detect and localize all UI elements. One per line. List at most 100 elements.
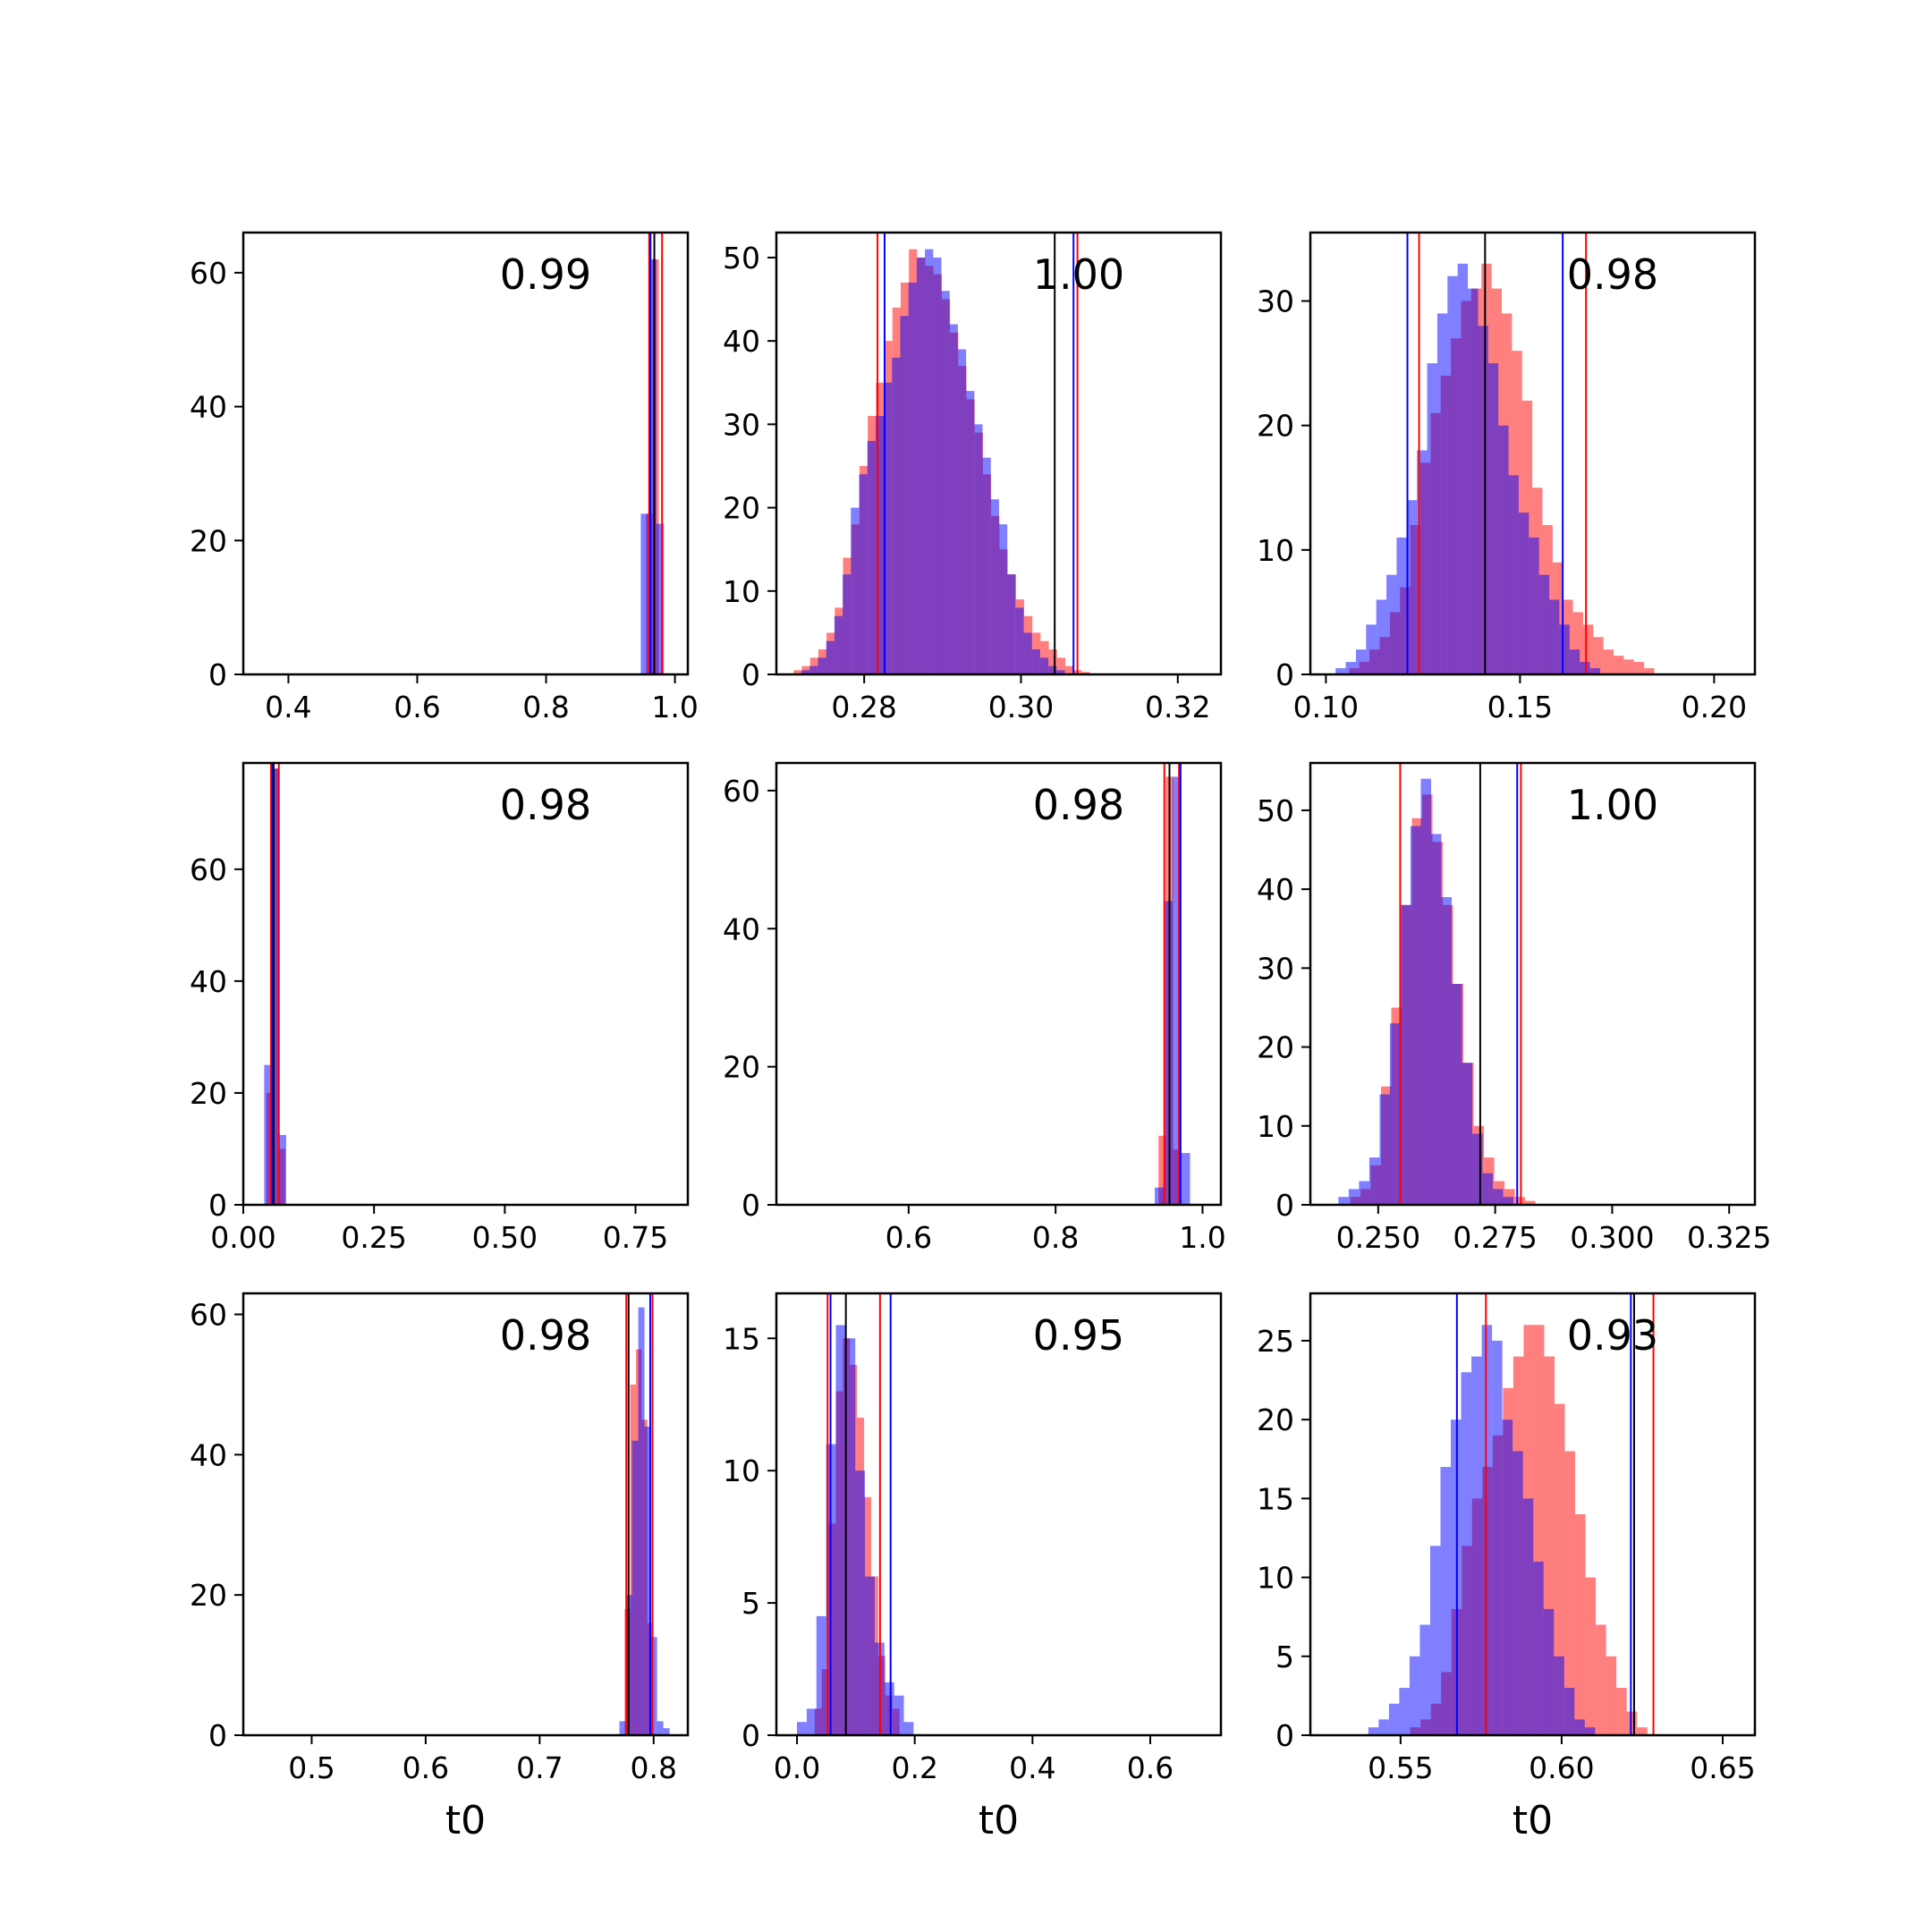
y-tick-label: 10 [1257, 1109, 1294, 1144]
blue-histogram-bar [1048, 665, 1057, 674]
y-tick-label: 60 [723, 774, 760, 809]
axes-frame [775, 761, 1223, 1207]
axes-frame [775, 1292, 1223, 1737]
blue-histogram-bar [990, 499, 999, 674]
panel-annotation: 0.99 [500, 250, 591, 299]
blue-histogram-bar [1388, 1703, 1400, 1735]
plot-area [1338, 763, 1536, 1205]
y-tick-label: 40 [190, 390, 227, 425]
blue-histogram-bar [1430, 834, 1442, 1205]
blue-histogram-bar [843, 574, 852, 674]
panel-8: 0.0 0.2 0.4 0.6 0 5 10 15 0.95 t0 [723, 1292, 1223, 1843]
x-tick-label: 0.0 [774, 1750, 820, 1785]
blue-histogram-bar [1580, 662, 1590, 674]
panel-annotation: 0.95 [1033, 1311, 1124, 1360]
blue-histogram-bar [1522, 1498, 1534, 1735]
x-tick-label: 0.65 [1690, 1750, 1755, 1785]
y-tick-label: 0 [741, 1718, 760, 1753]
blue-histogram-bar [1427, 363, 1437, 674]
red-histogram-bar [1596, 1624, 1606, 1735]
y-tick-label: 40 [190, 1437, 227, 1472]
blue-histogram-bar [1429, 1546, 1441, 1735]
panel-annotation: 0.98 [1033, 781, 1124, 829]
blue-histogram-bar [619, 1721, 626, 1735]
blue-histogram-bar [1440, 1467, 1452, 1735]
blue-histogram-bar [1400, 904, 1411, 1205]
x-tick-label: 0.20 [1682, 690, 1747, 724]
y-tick-label: 20 [723, 1050, 760, 1085]
blue-histogram-bar [859, 474, 868, 674]
x-tick-label: 0.275 [1453, 1220, 1537, 1255]
blue-histogram-bar [941, 291, 950, 674]
blue-histogram-bar [1338, 1197, 1349, 1205]
blue-histogram-bar [1368, 1157, 1380, 1205]
blue-histogram-bar [1503, 1197, 1514, 1205]
y-tick-label: 40 [723, 911, 760, 946]
blue-histogram-bar [900, 316, 909, 674]
plot-area [1155, 763, 1191, 1205]
panel-2: 0.28 0.30 0.32 0 10 20 30 40 50 1.00 [723, 231, 1223, 724]
blue-histogram-bar [1399, 1688, 1410, 1735]
red-histogram-bar [1056, 657, 1066, 674]
red-histogram-bar [1614, 656, 1624, 674]
blue-histogram-bar [809, 665, 818, 674]
blue-histogram-bar [1563, 1688, 1575, 1735]
blue-histogram-bar [656, 523, 665, 674]
blue-histogram-bar [903, 1722, 914, 1735]
red-histogram-bar [1065, 665, 1074, 674]
y-tick-label: 0 [741, 1188, 760, 1223]
blue-histogram-bar [1386, 574, 1397, 674]
blue-histogram-bar [845, 1338, 856, 1735]
blue-histogram-bar [640, 513, 649, 674]
axes-frame [775, 231, 1223, 676]
blue-histogram-bar [1039, 657, 1049, 674]
red-histogram-bar [1533, 1325, 1545, 1735]
red-histogram-bar [1582, 624, 1594, 674]
blue-histogram-bar [875, 416, 885, 674]
blue-histogram-bar [1529, 537, 1539, 674]
x-tick-label: 0.325 [1687, 1220, 1771, 1255]
blue-histogram-bar [264, 1064, 272, 1205]
y-tick-label: 50 [1257, 793, 1294, 828]
x-tick-label: 0.75 [603, 1220, 668, 1255]
blue-histogram-bar [1376, 599, 1387, 674]
blue-histogram-bar [826, 640, 835, 674]
x-tick-label: 0.55 [1368, 1750, 1433, 1785]
red-histogram-bar [1544, 1356, 1555, 1735]
y-tick-label: 0 [741, 657, 760, 692]
plot-area [793, 233, 1090, 674]
blue-histogram-bar [1468, 288, 1479, 674]
panel-annotation: 0.98 [1567, 250, 1658, 299]
y-tick-label: 30 [1257, 284, 1294, 319]
x-tick-label: 0.28 [831, 690, 896, 724]
blue-histogram-bar [966, 391, 975, 674]
axes-frame [242, 231, 690, 676]
blue-histogram-bar [1538, 574, 1550, 674]
panel-3: 0.10 0.15 0.20 0 10 20 30 0.98 [1257, 231, 1757, 724]
y-tick-label: 20 [1257, 1402, 1294, 1437]
blue-histogram-bar [949, 324, 958, 674]
red-histogram-bar [1633, 662, 1645, 674]
x-tick-label: 0.60 [1529, 1750, 1594, 1785]
x-tick-label: 0.10 [1293, 690, 1359, 724]
blue-histogram-bar [1493, 1189, 1504, 1205]
red-histogram-bar [1626, 1711, 1638, 1735]
x-tick-label: 1.0 [1179, 1220, 1225, 1255]
y-tick-label: 5 [741, 1586, 760, 1621]
y-tick-label: 0 [208, 1188, 227, 1223]
blue-histogram-bar [1359, 1181, 1369, 1205]
blue-histogram-bar [1461, 1372, 1472, 1735]
blue-histogram-bar [1462, 1063, 1473, 1205]
blue-histogram-bar [1481, 1325, 1493, 1735]
blue-histogram-bar [1549, 599, 1560, 674]
blue-histogram-bar [644, 1426, 651, 1735]
panel-5: 0.6 0.8 1.0 0 20 40 60 0.98 [723, 761, 1226, 1255]
y-tick-label: 20 [190, 1076, 227, 1111]
y-tick-label: 0 [208, 657, 227, 692]
x-tick-label: 0.7 [516, 1750, 563, 1785]
x-tick-label: 0.4 [265, 690, 311, 724]
x-tick-label: 0.6 [886, 1220, 932, 1255]
red-histogram-bar [1585, 1577, 1597, 1735]
red-histogram-bar [1525, 1200, 1536, 1205]
blue-histogram-bar [834, 615, 843, 674]
